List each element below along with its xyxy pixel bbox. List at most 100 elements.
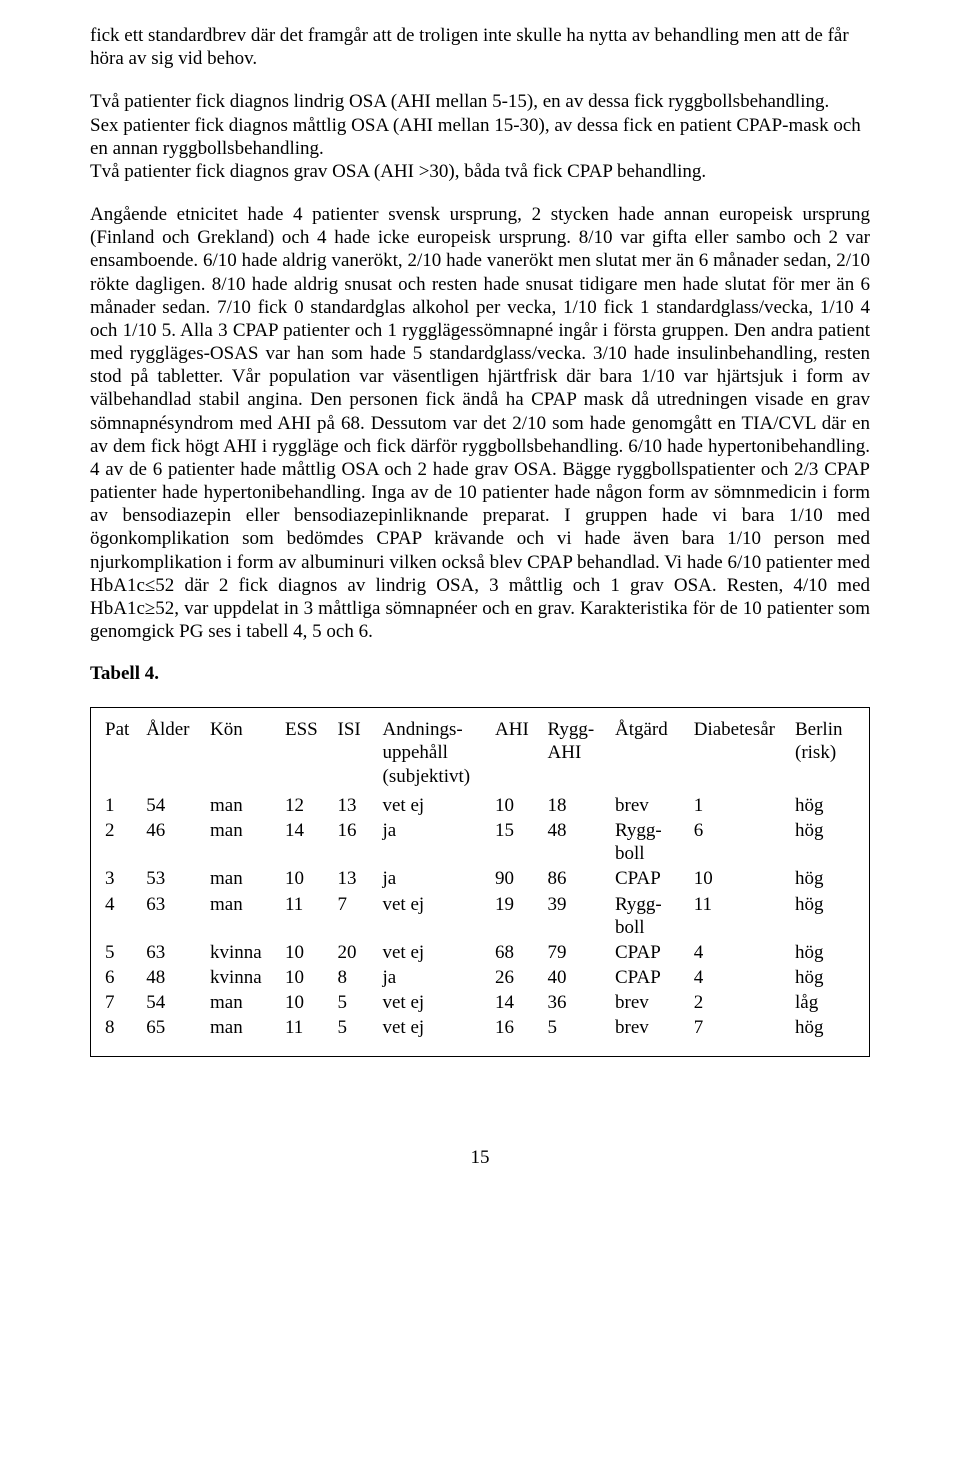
table-cell: 86 <box>548 867 616 892</box>
table-cell: 63 <box>146 941 210 966</box>
table-cell: 8 <box>105 1016 146 1041</box>
table-cell: man <box>210 819 285 867</box>
table-cell: 54 <box>146 794 210 819</box>
table-cell: 2 <box>105 819 146 867</box>
table-cell: hög <box>795 819 855 867</box>
col-berlin: Berlin(risk) <box>795 718 855 794</box>
table-cell: kvinna <box>210 966 285 991</box>
table-cell: 7 <box>694 1016 795 1041</box>
table-cell: CPAP <box>615 941 694 966</box>
table-cell: hög <box>795 794 855 819</box>
table-cell: 14 <box>495 991 548 1016</box>
paragraph-2b: Sex patienter fick diagnos måttlig OSA (… <box>90 115 861 159</box>
table-cell: 5 <box>338 991 383 1016</box>
table-cell: 4 <box>694 941 795 966</box>
table-row: 246man1416ja1548Rygg-boll6hög <box>105 819 855 867</box>
table-cell: 63 <box>146 893 210 941</box>
table-cell: 48 <box>146 966 210 991</box>
table-cell: 40 <box>548 966 616 991</box>
table-cell: Rygg-boll <box>615 819 694 867</box>
table-cell: 54 <box>146 991 210 1016</box>
table-cell: 46 <box>146 819 210 867</box>
table-cell: 12 <box>285 794 338 819</box>
table-cell: 1 <box>105 794 146 819</box>
table-cell: 14 <box>285 819 338 867</box>
table-row: 563kvinna1020vet ej6879CPAP4hög <box>105 941 855 966</box>
table-header-row: Pat Ålder Kön ESS ISI Andnings-uppehåll(… <box>105 718 855 794</box>
table-cell: brev <box>615 1016 694 1041</box>
table-cell: ja <box>383 966 496 991</box>
table-cell: 7 <box>338 893 383 941</box>
col-alder: Ålder <box>146 718 210 794</box>
table-cell: man <box>210 867 285 892</box>
table-cell: 48 <box>548 819 616 867</box>
table-cell: hög <box>795 966 855 991</box>
paragraph-3: Angående etnicitet hade 4 patienter sven… <box>90 203 870 643</box>
paragraph-1: fick ett standardbrev där det framgår at… <box>90 24 870 70</box>
table-cell: hög <box>795 893 855 941</box>
table-cell: ja <box>383 819 496 867</box>
table-cell: hög <box>795 1016 855 1041</box>
table-cell: vet ej <box>383 893 496 941</box>
col-pat: Pat <box>105 718 146 794</box>
table-cell: 7 <box>105 991 146 1016</box>
table-head: Pat Ålder Kön ESS ISI Andnings-uppehåll(… <box>105 718 855 794</box>
col-ryggahi: Rygg-AHI <box>548 718 616 794</box>
table-cell: 13 <box>338 794 383 819</box>
table-cell: 79 <box>548 941 616 966</box>
col-kon: Kön <box>210 718 285 794</box>
table-cell: 20 <box>338 941 383 966</box>
table-cell: 39 <box>548 893 616 941</box>
table-cell: 15 <box>495 819 548 867</box>
col-ahi: AHI <box>495 718 548 794</box>
table-cell: 11 <box>285 893 338 941</box>
table-row: 648kvinna108ja2640CPAP4hög <box>105 966 855 991</box>
table-cell: 36 <box>548 991 616 1016</box>
table-cell: 90 <box>495 867 548 892</box>
table-cell: 16 <box>338 819 383 867</box>
table-cell: 16 <box>495 1016 548 1041</box>
table-row: 463man117vet ej1939Rygg-boll11hög <box>105 893 855 941</box>
table-cell: 10 <box>495 794 548 819</box>
table-cell: 6 <box>105 966 146 991</box>
col-andning: Andnings-uppehåll(subjektivt) <box>383 718 496 794</box>
table-cell: 4 <box>694 966 795 991</box>
table-cell: låg <box>795 991 855 1016</box>
table-cell: 1 <box>694 794 795 819</box>
table-cell: 5 <box>338 1016 383 1041</box>
table-title: Tabell 4. <box>90 663 870 685</box>
col-diabetesar: Diabetesår <box>694 718 795 794</box>
table-cell: 68 <box>495 941 548 966</box>
table-cell: 18 <box>548 794 616 819</box>
table-cell: man <box>210 1016 285 1041</box>
table-cell: man <box>210 794 285 819</box>
table-cell: Rygg-boll <box>615 893 694 941</box>
table-cell: 13 <box>338 867 383 892</box>
table-cell: 2 <box>694 991 795 1016</box>
table-cell: 65 <box>146 1016 210 1041</box>
table-4-wrap: Pat Ålder Kön ESS ISI Andnings-uppehåll(… <box>90 707 870 1056</box>
table-cell: man <box>210 893 285 941</box>
table-body: 154man1213vet ej1018brev1hög246man1416ja… <box>105 794 855 1042</box>
table-cell: 6 <box>694 819 795 867</box>
table-row: 865man115vet ej165brev7hög <box>105 1016 855 1041</box>
table-cell: 11 <box>694 893 795 941</box>
col-atgard: Åtgärd <box>615 718 694 794</box>
paragraph-2: Två patienter fick diagnos lindrig OSA (… <box>90 90 870 183</box>
table-cell: kvinna <box>210 941 285 966</box>
table-cell: hög <box>795 941 855 966</box>
table-cell: CPAP <box>615 966 694 991</box>
table-cell: hög <box>795 867 855 892</box>
table-cell: 5 <box>105 941 146 966</box>
col-ess: ESS <box>285 718 338 794</box>
table-cell: 26 <box>495 966 548 991</box>
table-cell: 53 <box>146 867 210 892</box>
table-cell: 10 <box>285 966 338 991</box>
table-row: 154man1213vet ej1018brev1hög <box>105 794 855 819</box>
table-cell: ja <box>383 867 496 892</box>
table-cell: 10 <box>285 991 338 1016</box>
table-cell: brev <box>615 991 694 1016</box>
table-cell: brev <box>615 794 694 819</box>
table-cell: vet ej <box>383 794 496 819</box>
table-cell: man <box>210 991 285 1016</box>
